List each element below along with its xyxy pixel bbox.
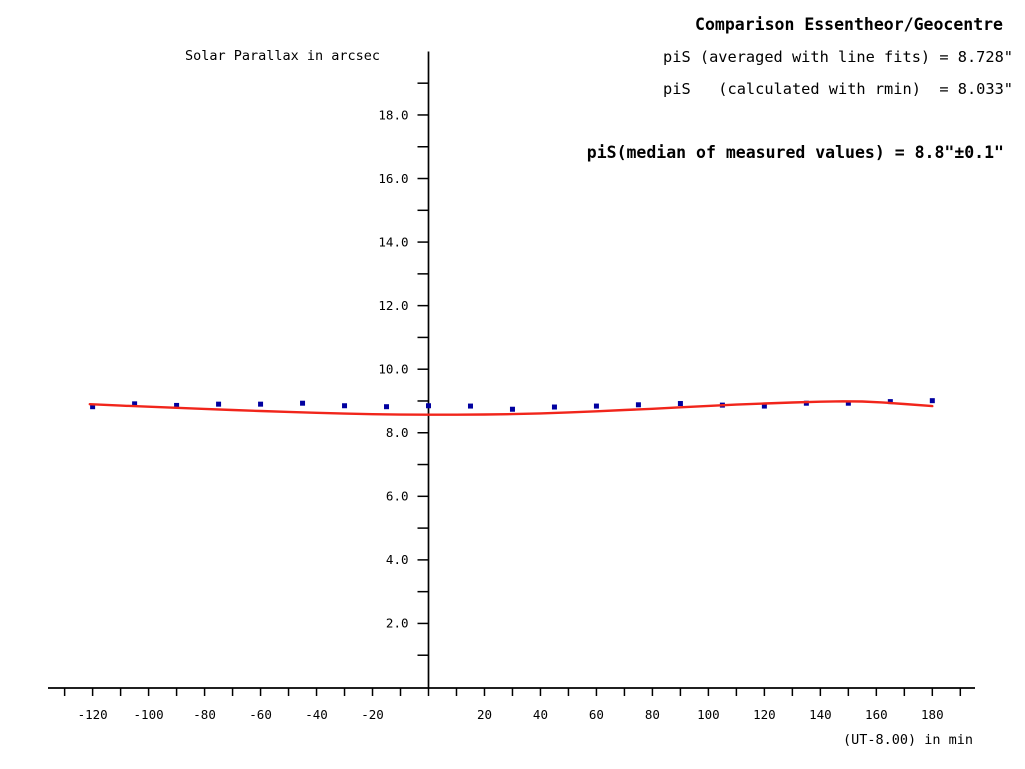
x-tick-label: -20: [361, 707, 384, 722]
y-tick-label: 8.0: [386, 425, 409, 440]
data-point: [216, 401, 222, 407]
data-point: [426, 403, 431, 409]
x-tick-label: -40: [305, 707, 328, 722]
y-tick-label: 10.0: [378, 362, 408, 377]
x-tick-label: 60: [589, 707, 604, 722]
data-point: [677, 401, 683, 407]
data-point: [551, 404, 557, 410]
x-tick-label: 140: [809, 707, 832, 722]
x-tick-label: -60: [249, 707, 272, 722]
y-tick-label: 2.0: [386, 616, 409, 631]
data-point: [845, 400, 851, 406]
data-point: [635, 402, 641, 408]
y-tick-label: 12.0: [378, 298, 408, 313]
x-tick-label: 80: [645, 707, 660, 722]
y-tick-label: 6.0: [386, 489, 409, 504]
y-axis-title: Solar Parallax in arcsec: [185, 48, 381, 64]
x-tick-label: 40: [533, 707, 548, 722]
stat-median: piS(median of measured values) = 8.8"±0.…: [586, 143, 1004, 162]
x-tick-label: 120: [753, 707, 776, 722]
data-point: [384, 404, 390, 410]
data-point: [342, 403, 348, 409]
y-tick-label: 14.0: [378, 234, 408, 249]
data-point: [509, 406, 515, 412]
data-point: [90, 404, 96, 410]
data-point: [593, 403, 599, 409]
fit-curve: [88, 400, 934, 416]
x-tick-label: 20: [477, 707, 492, 722]
x-tick-label: 100: [697, 707, 720, 722]
x-tick-label: -100: [134, 707, 164, 722]
data-point: [300, 400, 306, 406]
y-tick-label: 18.0: [378, 107, 408, 122]
data-point: [258, 401, 264, 407]
x-axis-title: (UT-8.00) in min: [842, 732, 973, 748]
data-point: [467, 403, 473, 409]
data-point: [761, 403, 767, 409]
stat-rmin: piS (calculated with rmin) = 8.033": [663, 80, 1013, 98]
x-tick-label: -120: [78, 707, 108, 722]
x-tick-label: -80: [193, 707, 216, 722]
y-tick-label: 16.0: [378, 171, 408, 186]
data-point: [174, 402, 180, 408]
stat-line-fit: piS (averaged with line fits) = 8.728": [663, 48, 1013, 66]
data-point: [132, 401, 138, 407]
data-point: [887, 399, 893, 405]
x-tick-label: 180: [921, 707, 944, 722]
chart-title: Comparison Essentheor/Geocentre: [695, 15, 1003, 34]
y-tick-label: 4.0: [386, 552, 409, 567]
x-tick-label: 160: [865, 707, 888, 722]
data-point: [929, 398, 935, 404]
